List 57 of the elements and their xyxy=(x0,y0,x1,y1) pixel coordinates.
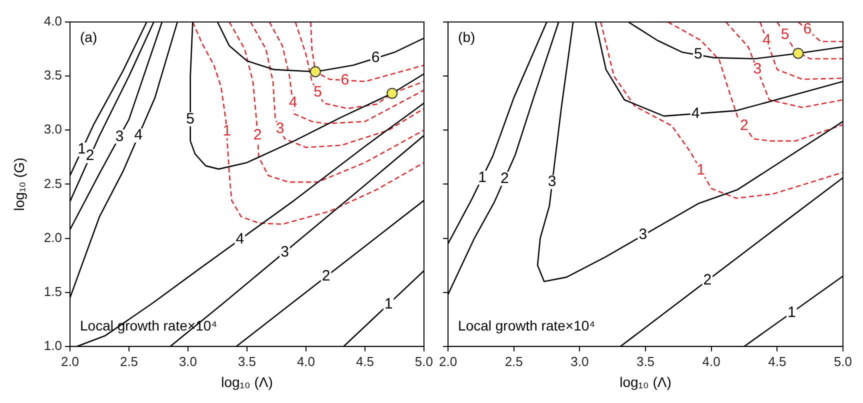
annotation: 3 xyxy=(276,120,284,138)
annotation: 5 xyxy=(314,83,322,100)
annotation: 1 xyxy=(787,304,796,322)
annotation: 4 xyxy=(691,105,700,122)
x-tick-label: 2.0 xyxy=(60,354,80,369)
y-axis-title: log₁₀ (G) xyxy=(10,158,27,211)
annotation: 1 xyxy=(478,168,486,186)
x-tick-label: 4.0 xyxy=(702,354,720,369)
annotation: 3 xyxy=(753,60,762,78)
y-tick-label: 3.5 xyxy=(44,68,62,83)
annotation: 4 xyxy=(134,126,143,144)
x-tick-label: 4.5 xyxy=(768,354,786,369)
x-tick-label: 3.0 xyxy=(178,354,198,369)
x-tick-label: 5.0 xyxy=(834,354,852,369)
x-tick-label: 3.5 xyxy=(636,354,655,369)
y-tick-label: 1.0 xyxy=(44,338,62,353)
annotation: 6 xyxy=(340,72,350,89)
annotation: 1 xyxy=(78,140,86,158)
annotation: 2 xyxy=(86,147,94,164)
x-tick-label: 2.0 xyxy=(438,354,458,369)
annotation: 2 xyxy=(500,170,509,187)
annotation: 1 xyxy=(222,122,232,140)
text: (a) xyxy=(80,28,98,45)
annotation: 3 xyxy=(548,173,556,190)
y-tick-label: 3.0 xyxy=(44,122,62,137)
x-tick-label: 4.0 xyxy=(296,354,316,369)
annotation: 2 xyxy=(740,116,748,134)
x-tick-label: 3.5 xyxy=(238,354,256,369)
annotation: 3 xyxy=(115,128,124,145)
x-axis-title: log₁₀ (Λ) xyxy=(221,374,273,390)
annotation: 5 xyxy=(694,46,702,63)
annotation: 4 xyxy=(288,94,298,112)
annotation: 6 xyxy=(803,20,812,38)
y-tick-label: 4.0 xyxy=(44,14,62,29)
annotation: 3 xyxy=(638,226,648,244)
annotation: 4 xyxy=(762,32,771,49)
x-axis-title: log₁₀ (Λ) xyxy=(620,374,672,390)
annotation: 5 xyxy=(780,26,790,44)
annotation: 6 xyxy=(371,48,380,66)
x-tick-label: 3.0 xyxy=(570,354,589,369)
annotation: 2 xyxy=(253,126,262,144)
x-tick-label: 2.5 xyxy=(120,354,138,369)
x-tick-label: 5.0 xyxy=(414,354,434,369)
annotation: 2 xyxy=(703,272,712,289)
annotation: 5 xyxy=(186,110,195,128)
annotation: 1 xyxy=(384,295,393,312)
annotation: 4 xyxy=(236,230,244,248)
annotation: 1 xyxy=(696,161,705,178)
annotation: Local growth rate×10⁴ xyxy=(458,317,596,334)
text: (b) xyxy=(458,28,476,45)
y-tick-label: 2.5 xyxy=(44,176,62,191)
x-tick-label: 2.5 xyxy=(504,354,523,369)
y-tick-label: 1.5 xyxy=(44,284,62,299)
annotation: 2 xyxy=(322,267,330,284)
annotation: 3 xyxy=(280,243,289,260)
x-tick-label: 4.5 xyxy=(356,354,374,369)
y-tick-label: 2.0 xyxy=(44,230,62,245)
